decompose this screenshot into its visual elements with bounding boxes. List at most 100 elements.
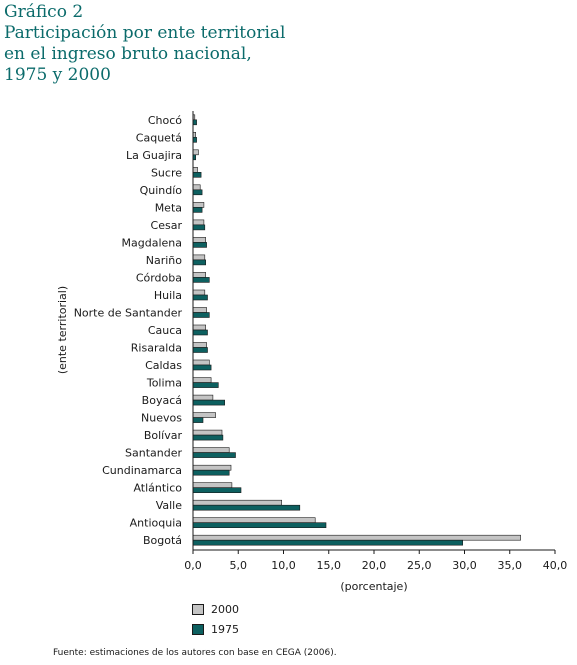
- category-label-boyaca: Boyacá: [142, 394, 182, 407]
- bar-2000-la-guajira: [192, 149, 199, 156]
- category-label-magdalena: Magdalena: [122, 236, 182, 249]
- title-line-2: Participación por ente territorial: [4, 23, 286, 43]
- bar-1975-choco: [192, 119, 197, 126]
- bar-1975-sucre: [192, 172, 202, 178]
- bar-2000-santander: [192, 447, 230, 453]
- bar-2000-quindio: [192, 184, 201, 191]
- category-label-sucre: Sucre: [151, 166, 182, 179]
- bar-2000-cesar: [192, 219, 205, 226]
- category-label-choco: Chocó: [148, 114, 182, 127]
- bar-1975-quindio: [192, 189, 203, 196]
- source-note: Fuente: estimaciones de los autores con …: [53, 648, 337, 658]
- bar-1975-meta: [192, 207, 203, 213]
- x-axis-title: (porcentaje): [340, 580, 407, 593]
- bar-1975-antioquia: [192, 522, 327, 529]
- bar-2000-nuevos: [192, 412, 216, 418]
- bar-1975-caqueta: [192, 137, 197, 143]
- bar-1975-risaralda: [192, 347, 208, 353]
- bar-2000-cauca: [192, 324, 206, 331]
- category-label-bolivar: Bolívar: [144, 429, 183, 442]
- category-label-antioquia: Antioquia: [130, 517, 182, 530]
- x-tick-label: 20,0: [362, 559, 387, 572]
- category-label-caldas: Caldas: [145, 359, 182, 372]
- category-label-cundinamarca: Cundinamarca: [102, 464, 182, 477]
- legend-swatch-2000: [192, 603, 204, 615]
- bar-2000-atlantico: [192, 482, 233, 489]
- category-label-la-guajira: La Guajira: [126, 149, 182, 162]
- category-label-cordoba: Córdoba: [136, 271, 182, 284]
- y-axis-title: (ente territorial): [56, 286, 69, 374]
- x-tick-label: 15,0: [317, 559, 342, 572]
- title-line-1: Gráfico 2: [4, 2, 84, 22]
- bar-2000-valle: [192, 499, 282, 506]
- bar-1975-bogota: [192, 539, 464, 546]
- bar-2000-narino: [192, 254, 206, 261]
- bar-2000-sucre: [192, 167, 198, 173]
- category-labels: Chocó Caquetá La Guajira Sucre Quindío Meta Ce…: [74, 114, 183, 547]
- bar-2000-cundinamarca: [192, 464, 232, 471]
- bar-1975-cesar: [192, 224, 206, 231]
- bar-1975-caldas: [192, 364, 212, 371]
- bar-1975-norte-de-santander: [192, 312, 210, 318]
- category-label-santander: Santander: [125, 447, 182, 460]
- bar-1975-cauca: [192, 329, 208, 336]
- category-label-huila: Huila: [154, 289, 182, 302]
- bar-2000-bolivar: [192, 429, 223, 436]
- bar-1975-atlantico: [192, 487, 242, 494]
- bar-2000-boyaca: [192, 394, 214, 401]
- category-label-caqueta: Caquetá: [136, 131, 182, 144]
- bar-2000-bogota: [192, 534, 521, 541]
- legend-label-2000: 2000: [211, 602, 239, 616]
- category-label-tolima: Tolima: [146, 377, 182, 390]
- category-label-cesar: Cesar: [151, 219, 183, 232]
- bar-2000-meta: [192, 202, 205, 208]
- category-label-atlantico: Atlántico: [133, 482, 182, 495]
- x-tick-label: 40,0: [543, 559, 568, 572]
- legend-item-1975: 1975: [192, 619, 239, 639]
- bar-1975-magdalena: [192, 242, 207, 248]
- bar-2000-norte-de-santander: [192, 307, 207, 313]
- x-tick-label: 30,0: [452, 559, 477, 572]
- x-tick-label: 35,0: [498, 559, 523, 572]
- legend-swatch-1975: [192, 623, 204, 635]
- chart-title: Gráfico 2 Participación por ente territo…: [4, 2, 404, 86]
- x-axis: 0,0 5,0 10,0 15,0 20,0 25,0 30,0 35,0 40,0: [184, 111, 567, 572]
- bar-2000-tolima: [192, 377, 212, 383]
- bar-2000-magdalena: [192, 237, 206, 243]
- bar-2000-risaralda: [192, 342, 207, 348]
- legend-label-1975: 1975: [211, 622, 239, 636]
- title-line-4: 1975 y 2000: [4, 65, 111, 85]
- category-label-meta: Meta: [155, 201, 182, 214]
- category-label-quindio: Quindío: [140, 184, 183, 197]
- bar-1975-tolima: [192, 382, 219, 388]
- x-tick-label: 10,0: [271, 559, 296, 572]
- bar-1975-narino: [192, 259, 206, 266]
- category-label-bogota: Bogotá: [143, 534, 182, 547]
- x-tick-label: 0,0: [184, 559, 202, 572]
- bar-1975-boyaca: [192, 399, 226, 406]
- category-label-risaralda: Risaralda: [131, 342, 182, 355]
- category-label-cauca: Cauca: [148, 324, 182, 337]
- x-tick-label: 25,0: [407, 559, 432, 572]
- bar-1975-cundinamarca: [192, 469, 230, 476]
- x-tick-label: 5,0: [230, 559, 248, 572]
- bar-1975-valle: [192, 504, 301, 511]
- bar-2000-cordoba: [192, 272, 206, 278]
- bar-1975-bolivar: [192, 434, 224, 441]
- bars-group: [192, 114, 521, 546]
- bar-2000-antioquia: [192, 517, 316, 524]
- bar-1975-huila: [192, 294, 208, 301]
- bar-1975-nuevos: [192, 417, 204, 423]
- legend: 2000 1975: [192, 599, 239, 639]
- bar-2000-huila: [192, 289, 206, 296]
- category-label-narino: Nariño: [146, 254, 183, 267]
- category-label-norte-de-santander: Norte de Santander: [74, 307, 183, 320]
- category-label-valle: Valle: [156, 499, 183, 512]
- legend-item-2000: 2000: [192, 599, 239, 619]
- bar-1975-cordoba: [192, 277, 210, 283]
- title-line-3: en el ingreso bruto nacional,: [4, 44, 252, 64]
- bar-2000-caldas: [192, 359, 210, 366]
- category-label-nuevos: Nuevos: [141, 412, 182, 425]
- bar-1975-santander: [192, 452, 236, 458]
